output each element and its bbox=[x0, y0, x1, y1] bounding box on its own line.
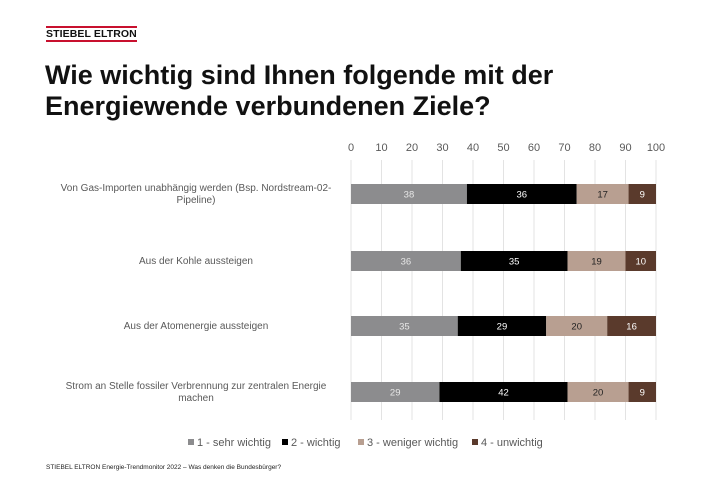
data-label: 35 bbox=[399, 322, 410, 333]
legend-label: 3 - weniger wichtig bbox=[367, 437, 458, 449]
bar-segment bbox=[351, 184, 467, 204]
bar-segment bbox=[439, 382, 568, 402]
data-label: 20 bbox=[571, 322, 582, 333]
x-tick-label: 60 bbox=[528, 142, 540, 154]
legend-swatch bbox=[358, 439, 364, 445]
legend-label: 1 - sehr wichtig bbox=[197, 437, 271, 449]
x-tick-label: 80 bbox=[589, 142, 601, 154]
data-label: 36 bbox=[401, 257, 412, 268]
x-tick-label: 10 bbox=[375, 142, 387, 154]
legend-swatch bbox=[188, 439, 194, 445]
data-label: 29 bbox=[497, 322, 508, 333]
legend-label: 2 - wichtig bbox=[291, 437, 341, 449]
data-label: 35 bbox=[509, 257, 520, 268]
page-title: Wie wichtig sind Ihnen folgende mit der … bbox=[45, 60, 685, 122]
x-tick-label: 40 bbox=[467, 142, 479, 154]
title-line-2: Energiewende verbundenen Ziele? bbox=[45, 91, 491, 121]
data-label: 36 bbox=[517, 190, 528, 201]
data-label: 10 bbox=[635, 257, 646, 268]
bar-segment bbox=[466, 184, 577, 204]
legend-swatch bbox=[282, 439, 288, 445]
category-label: Strom an Stelle fossiler Verbrennung zur… bbox=[66, 381, 327, 392]
data-label: 17 bbox=[597, 190, 608, 201]
title-line-1: Wie wichtig sind Ihnen folgende mit der bbox=[45, 60, 554, 90]
footer-source: STIEBEL ELTRON Energie-Trendmonitor 2022… bbox=[46, 464, 282, 471]
legend-label: 4 - unwichtig bbox=[481, 437, 543, 449]
data-label: 38 bbox=[404, 190, 415, 201]
data-label: 29 bbox=[390, 388, 401, 399]
category-label: Aus der Atomenergie aussteigen bbox=[124, 321, 269, 332]
bar-segment bbox=[351, 316, 458, 336]
bar-segment bbox=[567, 382, 629, 402]
bar-segment bbox=[460, 251, 568, 271]
data-label: 16 bbox=[626, 322, 637, 333]
data-label: 20 bbox=[593, 388, 604, 399]
data-label: 19 bbox=[591, 257, 602, 268]
category-label: machen bbox=[178, 393, 214, 404]
bar-segment bbox=[625, 251, 656, 271]
brand-logo: STIEBEL ELTRON bbox=[46, 26, 137, 42]
category-label: Von Gas-Importen unabhängig werden (Bsp.… bbox=[61, 183, 332, 194]
bar-segment bbox=[567, 251, 626, 271]
x-tick-label: 0 bbox=[348, 142, 354, 154]
x-tick-label: 70 bbox=[558, 142, 570, 154]
category-label: Pipeline) bbox=[177, 195, 216, 206]
data-label: 9 bbox=[640, 190, 645, 201]
bar-segment bbox=[628, 184, 656, 204]
x-tick-label: 50 bbox=[497, 142, 509, 154]
data-label: 9 bbox=[640, 388, 645, 399]
category-label: Aus der Kohle aussteigen bbox=[139, 256, 253, 267]
bar-segment bbox=[628, 382, 656, 402]
x-tick-label: 100 bbox=[647, 142, 665, 154]
bar-segment bbox=[576, 184, 629, 204]
x-tick-label: 30 bbox=[436, 142, 448, 154]
bar-segment bbox=[351, 251, 461, 271]
bar-segment bbox=[607, 316, 656, 336]
x-tick-label: 20 bbox=[406, 142, 418, 154]
bar-segment bbox=[457, 316, 547, 336]
data-label: 42 bbox=[498, 388, 509, 399]
x-tick-label: 90 bbox=[619, 142, 631, 154]
legend-swatch bbox=[472, 439, 478, 445]
bar-segment bbox=[351, 382, 440, 402]
bar-segment bbox=[546, 316, 608, 336]
